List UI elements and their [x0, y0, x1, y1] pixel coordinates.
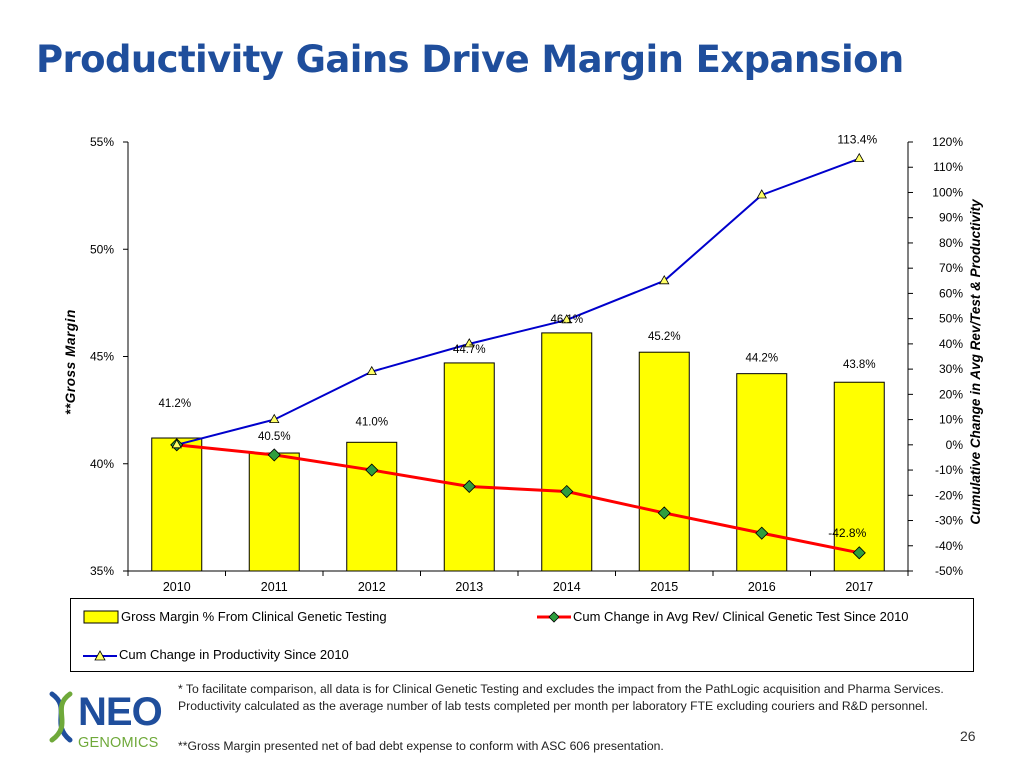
combo-chart: 35% 40% 45% 50% 55% -50% -40% -30% -20% -10% 0% 10%…: [63, 133, 983, 594]
marker-avg-rev-2014: [560, 484, 574, 499]
marker-avg-rev-2016: [755, 526, 769, 540]
line-productivity: [176, 157, 860, 446]
bar-label-2017: 43.8%: [843, 359, 876, 371]
legend-label-avg-rev: Cum Change in Avg Rev/ Clinical Genetic …: [573, 609, 909, 624]
marker-productivity-2013: [464, 338, 475, 348]
legend-label-gross-margin: Gross Margin % From Clinical Genetic Tes…: [121, 609, 387, 624]
marker-productivity-2011: [269, 413, 280, 423]
marker-avg-rev-2013: [462, 479, 476, 494]
bar-label-2011: 40.5%: [258, 431, 291, 443]
right-tick-label-80%: 80%: [939, 236, 963, 250]
x-tick-label-2010: 2010: [163, 580, 191, 594]
bar-label-2012: 41.0%: [355, 416, 388, 428]
right-tick-label-10%: 10%: [939, 413, 963, 427]
marker-productivity-2012: [366, 365, 377, 376]
bar-label-2013: 44.7%: [453, 344, 486, 356]
x-tick-label-2014: 2014: [553, 580, 581, 594]
bar-2012: [346, 441, 398, 572]
label-avg-rev-end: -42.8%: [828, 526, 866, 540]
right-tick-label-100%: 100%: [932, 185, 963, 199]
right-tick-label-50%: 50%: [939, 312, 963, 326]
x-tick-label-2013: 2013: [455, 580, 483, 594]
right-tick-label--40%: -40%: [935, 539, 963, 553]
right-tick-label-30%: 30%: [939, 362, 963, 376]
bar-2016: [736, 373, 788, 572]
axes-layer: 35% 40% 45% 50% 55% -50% -40% -30% -20% -10% 0% 10%…: [63, 135, 983, 594]
right-tick-label-90%: 90%: [939, 211, 963, 225]
marker-productivity-2010: [171, 439, 182, 449]
x-tick-label-2017: 2017: [845, 580, 873, 594]
right-tick-label--30%: -30%: [935, 514, 963, 528]
x-tick-label-2016: 2016: [748, 580, 776, 594]
logo-subtitle: GENOMICS: [78, 735, 159, 751]
marker-productivity-2015: [659, 274, 670, 285]
bar-label-2015: 45.2%: [648, 331, 681, 343]
marker-productivity-2017: [854, 152, 865, 163]
right-tick-label--50%: -50%: [935, 564, 963, 578]
neogenomics-logo: NEO GENOMICS: [44, 690, 174, 756]
footnote: * To facilitate comparison, all data is …: [178, 682, 944, 713]
legend-swatch-blue-line: [83, 649, 117, 660]
right-tick-label--20%: -20%: [935, 488, 963, 502]
right-tick-label-120%: 120%: [932, 135, 963, 149]
legend-label-productivity: Cum Change in Productivity Since 2010: [119, 647, 349, 662]
bar-2011: [248, 452, 300, 572]
right-tick-label-60%: 60%: [939, 286, 963, 300]
marker-avg-rev-2017: [852, 546, 866, 560]
x-tick-label-2011: 2011: [261, 580, 288, 594]
left-axis-title: **Gross Margin: [63, 309, 78, 415]
right-tick-label-40%: 40%: [939, 337, 963, 351]
right-axis-title: Cumulative Change in Avg Rev/Test & Prod…: [968, 198, 983, 525]
marker-productivity-2016: [756, 189, 767, 199]
left-tick-label-55%: 55%: [90, 135, 114, 149]
bar-2014: [541, 332, 593, 572]
right-tick-label-110%: 110%: [933, 160, 963, 174]
bar-label-2016: 44.2%: [745, 353, 778, 365]
logo-wordmark: NEO: [78, 690, 163, 734]
x-tick-label-2015: 2015: [650, 580, 678, 594]
legend-item-gross-margin: Gross Margin % From Clinical Genetic Tes…: [83, 609, 387, 624]
bar-label-2010: 41.2%: [158, 398, 191, 410]
right-tick-label-70%: 70%: [939, 261, 963, 275]
left-tick-label-35%: 35%: [90, 564, 114, 578]
chart-legend: Gross Margin % From Clinical Genetic Tes…: [70, 598, 974, 672]
lines-layer: [170, 152, 866, 560]
marker-productivity-2014: [561, 314, 572, 324]
marker-avg-rev-2012: [365, 463, 379, 477]
legend-item-productivity: Cum Change in Productivity Since 2010: [83, 647, 349, 662]
left-tick-label-40%: 40%: [90, 457, 114, 471]
dna-helix-icon: [49, 691, 73, 743]
labels-layer: 41.2% 40.5% 41.0% 44.7% 46.1% 45.2% 44.2% 43.8%…: [158, 133, 877, 540]
bar-2010: [151, 437, 203, 572]
left-tick-label-50%: 50%: [90, 242, 114, 256]
bar-2015: [638, 351, 690, 572]
bar-label-2014: 46.1%: [550, 314, 583, 326]
x-tick-label-2012: 2012: [358, 580, 386, 594]
legend-item-avg-rev: Cum Change in Avg Rev/ Clinical Genetic …: [537, 609, 909, 624]
legend-swatch-bar: [83, 610, 119, 623]
marker-avg-rev-2015: [657, 506, 671, 520]
left-tick-label-45%: 45%: [90, 350, 114, 364]
line-avg-rev: [176, 443, 860, 555]
bar-2017: [833, 381, 885, 572]
marker-avg-rev-2011: [267, 448, 281, 462]
right-tick-label-20%: 20%: [939, 387, 963, 401]
label-productivity-end: 113.4%: [837, 133, 877, 147]
footnote-gross-margin: **Gross Margin presented net of bad debt…: [178, 739, 664, 753]
bar-2013: [443, 362, 495, 572]
legend-swatch-red-line: [537, 610, 571, 623]
page-number: 26: [960, 728, 976, 744]
page-title: Productivity Gains Drive Margin Expansio…: [36, 38, 904, 81]
right-tick-label-0%: 0%: [946, 438, 964, 452]
right-tick-label--10%: -10%: [935, 463, 963, 477]
bars-layer: [151, 332, 885, 572]
